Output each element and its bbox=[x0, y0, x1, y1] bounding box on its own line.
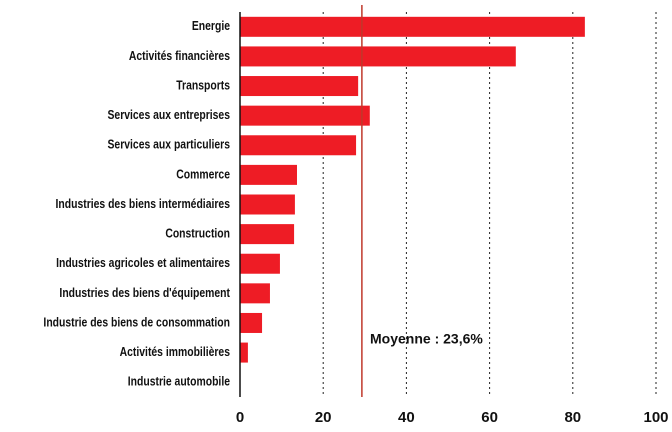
x-tick-label: 20 bbox=[315, 409, 332, 426]
bar bbox=[240, 164, 297, 185]
y-tick-label: Activités immobilières bbox=[120, 345, 231, 359]
x-tick-label: 0 bbox=[236, 409, 244, 426]
category-labels: Energie Activités financières Transports Se… bbox=[43, 19, 230, 389]
x-tick-label: 40 bbox=[398, 409, 415, 426]
bar bbox=[240, 253, 280, 274]
y-tick-label: Industries des biens intermédiaires bbox=[56, 197, 231, 211]
y-tick-label: Transports bbox=[176, 78, 230, 92]
bar bbox=[240, 135, 357, 156]
bar bbox=[240, 312, 263, 333]
x-tick-label: 80 bbox=[564, 409, 581, 426]
y-tick-label: Activités financières bbox=[129, 49, 231, 63]
y-tick-label: Construction bbox=[165, 227, 230, 241]
x-tick-label: 60 bbox=[481, 409, 498, 426]
annotation: Moyenne : 23,6% bbox=[370, 331, 483, 347]
y-tick-label: Industries agricoles et alimentaires bbox=[56, 256, 230, 270]
x-tick-label: 100 bbox=[643, 409, 668, 426]
y-tick-label: Industrie des biens de consommation bbox=[43, 315, 230, 329]
bar bbox=[240, 224, 295, 245]
y-tick-label: Energie bbox=[192, 19, 231, 33]
bar bbox=[240, 16, 585, 37]
bar bbox=[240, 283, 270, 304]
y-tick-label: Services aux entreprises bbox=[107, 108, 230, 122]
y-tick-label: Industries des biens d'équipement bbox=[59, 286, 230, 300]
bar bbox=[240, 46, 516, 67]
y-tick-label: Industrie automobile bbox=[128, 375, 231, 389]
bar bbox=[240, 194, 295, 215]
bar bbox=[240, 76, 359, 97]
y-tick-label: Commerce bbox=[176, 167, 230, 181]
y-tick-label: Services aux particuliers bbox=[108, 138, 231, 152]
bar bbox=[240, 342, 248, 363]
bar bbox=[240, 105, 370, 126]
